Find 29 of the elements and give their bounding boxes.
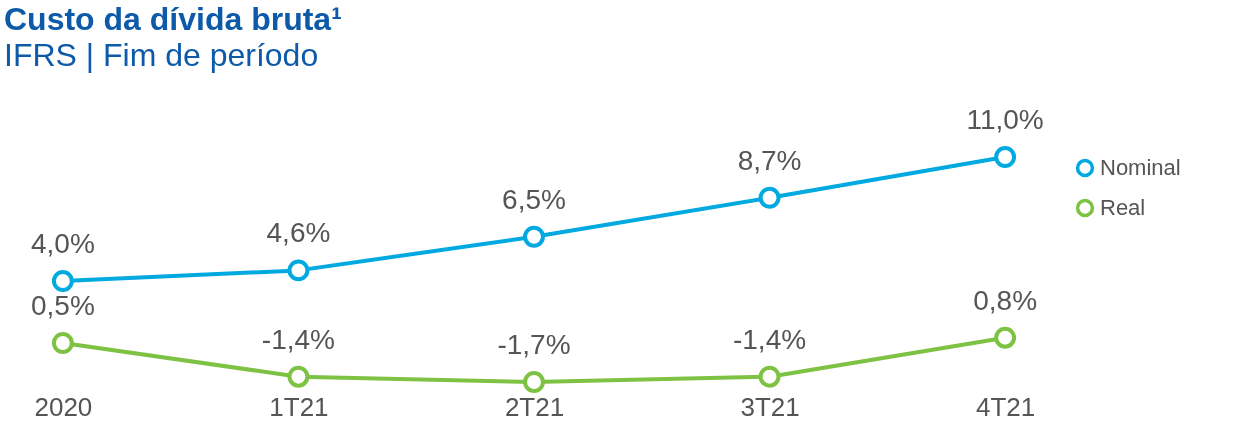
x-tick-label: 1T21 <box>269 391 329 422</box>
point <box>994 326 1017 349</box>
point <box>287 365 310 388</box>
data-label: 4,0% <box>30 228 95 260</box>
point <box>51 332 74 354</box>
data-label: -1,4% <box>732 323 807 355</box>
point <box>523 371 545 393</box>
data-label: 4,6% <box>266 217 331 249</box>
data-label: -1,4% <box>261 323 336 355</box>
data-label: 6,5% <box>502 183 566 215</box>
point <box>51 270 74 292</box>
point <box>523 225 545 248</box>
data-label: -1,7% <box>497 329 571 360</box>
data-label: 8,7% <box>737 144 802 176</box>
data-label: 0,5% <box>30 290 95 322</box>
chart-subtitle: IFRS | Fim de período <box>4 37 319 73</box>
legend-label: Real <box>1100 195 1146 220</box>
data-label: 11,0% <box>966 104 1044 135</box>
legend-label: Nominal <box>1100 155 1181 180</box>
x-tick-label: 4T21 <box>975 391 1036 422</box>
point <box>758 186 781 209</box>
point <box>287 259 310 282</box>
data-label: 0,8% <box>973 284 1038 316</box>
point <box>994 146 1017 168</box>
x-tick-label: 3T21 <box>740 391 800 422</box>
point <box>758 365 781 388</box>
x-tick-label: 2020 <box>34 391 93 422</box>
chart-title: Custo da dívida bruta¹ <box>4 1 342 37</box>
x-tick-label: 2T21 <box>504 391 565 422</box>
